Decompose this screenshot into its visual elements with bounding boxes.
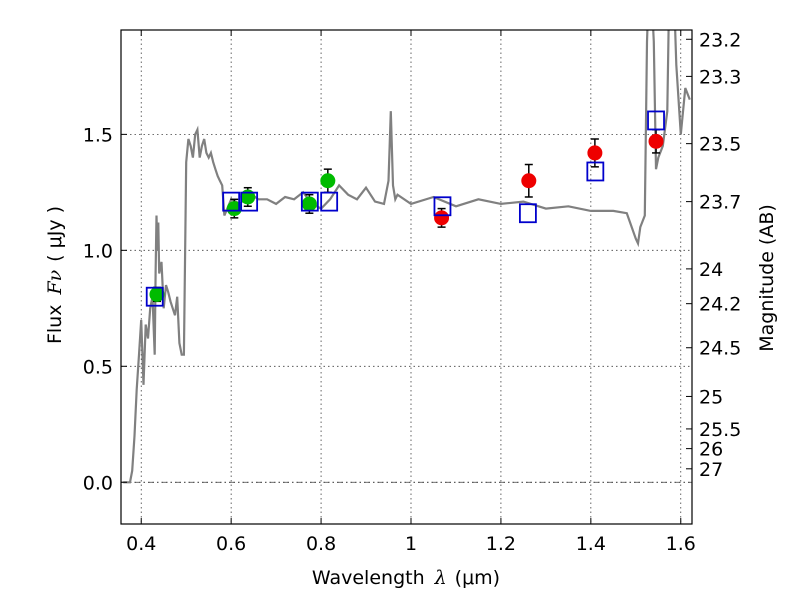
right-axis-label: Magnitude (AB) (756, 204, 778, 352)
right-tick-label: 23.2 (699, 29, 741, 51)
y-tick-label: 1.0 (83, 240, 113, 262)
x-axis-label-symbol: λ (434, 567, 447, 589)
model-square (240, 191, 259, 212)
model-squares (145, 110, 665, 307)
plot-area (123, 30, 691, 484)
x-axis-label-text: Wavelength (312, 567, 425, 589)
errorbars (152, 128, 661, 303)
model-square (222, 191, 241, 212)
y-tick-labels: 0.0 0.5 1.0 1.5 (83, 124, 113, 494)
grid (121, 30, 692, 524)
x-tick-label: 1 (405, 533, 417, 555)
x-tick-label: 1.2 (486, 533, 516, 555)
y-axis-label-text: Flux (44, 305, 66, 345)
y-tick-label: 1.5 (83, 124, 113, 146)
x-axis-label: Wavelength λ (μm) (312, 567, 500, 589)
x-tick-label: 1.6 (666, 533, 696, 555)
plot-frame (120, 29, 693, 525)
model-square (145, 286, 164, 307)
x-tick-label: 0.4 (126, 533, 156, 555)
green-point (320, 173, 336, 189)
right-tick-label: 24.5 (699, 338, 741, 360)
y-axis-label-symbol: Fν (44, 269, 66, 295)
right-tick-label: 24.2 (699, 294, 741, 316)
ticks (121, 30, 692, 524)
model-square (518, 203, 537, 224)
right-tick-label: 25 (699, 386, 723, 408)
right-tick-label: 24 (699, 259, 723, 281)
x-tick-labels: 0.4 0.6 0.8 1 1.2 1.4 1.6 (126, 533, 696, 555)
red-point (521, 173, 537, 189)
y-axis-label-unit: ( μJy ) (44, 206, 66, 262)
y-tick-label: 0.0 (83, 472, 113, 494)
model-square (647, 110, 665, 131)
right-tick-label: 27 (699, 459, 723, 481)
right-tick-label: 23.5 (699, 134, 741, 156)
model-square (320, 191, 339, 212)
x-tick-label: 0.8 (306, 533, 336, 555)
right-tick-label: 23.3 (699, 66, 741, 88)
data-points (149, 133, 664, 302)
green-point (226, 201, 242, 217)
right-tick-label: 25.5 (699, 419, 741, 441)
model-square (433, 196, 452, 217)
model-sed-line (123, 30, 691, 484)
green-point (149, 286, 165, 302)
green-point (301, 196, 317, 212)
red-point (434, 210, 450, 226)
x-tick-label: 0.6 (216, 533, 246, 555)
x-axis-label-unit: (μm) (455, 567, 500, 589)
y-axis-label: Flux Fν ( μJy ) (44, 206, 66, 344)
model-square (586, 161, 605, 182)
x-tick-label: 1.4 (576, 533, 606, 555)
red-point (587, 145, 603, 161)
model-square (300, 191, 319, 212)
right-tick-label: 23.7 (699, 192, 741, 214)
y-tick-label: 0.5 (83, 356, 113, 378)
red-point (648, 133, 664, 149)
right-tick-label: 26 (699, 439, 723, 461)
